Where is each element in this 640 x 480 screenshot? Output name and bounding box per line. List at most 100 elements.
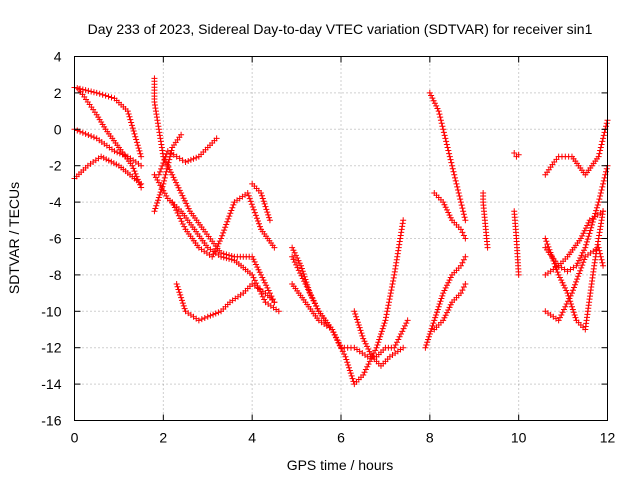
x-tick-label: 0 [71,430,79,446]
data-point [446,150,453,157]
data-point [224,218,231,225]
data-point [459,229,466,236]
data-point [88,133,95,140]
series-track-15 [351,308,407,369]
data-point [384,305,391,312]
data-point [163,168,170,175]
data-points [71,75,611,388]
data-point [362,340,369,347]
data-point [568,290,575,297]
data-point [249,271,256,278]
data-point [390,277,397,284]
data-point [132,133,139,140]
data-point [560,282,567,289]
data-point [388,284,395,291]
data-point [362,366,369,373]
data-point [597,190,604,196]
data-point [434,306,441,313]
data-point [308,292,315,299]
data-point [179,192,186,199]
data-point [571,284,578,291]
data-point [353,316,360,323]
data-point [157,168,164,175]
data-point [132,170,139,177]
data-point [379,325,386,332]
data-point [226,213,233,220]
data-point [353,313,360,320]
data-point [445,307,452,313]
data-point [364,343,371,350]
data-point [181,223,188,230]
data-point [441,314,448,321]
data-point [289,244,296,251]
y-axis-label: SDTVAR / TECUs [6,182,22,294]
data-point [429,322,436,329]
data-point [259,293,266,300]
data-point [152,174,159,181]
data-point [176,289,183,296]
data-point [252,261,259,268]
chart-title: Day 233 of 2023, Sidereal Day-to-day VTE… [88,21,593,37]
data-point [301,273,308,280]
data-point [462,281,469,287]
data-point [458,202,465,209]
data-point [271,299,278,306]
data-point [404,317,411,324]
data-point [361,369,368,376]
data-point [355,321,362,328]
data-point [428,92,435,99]
data-point [163,151,170,158]
data-point [157,189,164,196]
data-point [210,311,217,318]
data-point [442,284,449,291]
data-point [440,290,447,297]
x-tick-label: 10 [511,430,527,446]
data-point [343,356,350,363]
data-point [161,177,168,184]
y-tick-label: 4 [54,49,62,65]
data-point [177,291,184,298]
data-point [560,306,567,313]
data-point [598,256,605,263]
data-point [393,339,400,346]
data-point [580,259,587,266]
data-point [440,126,447,133]
data-point [515,271,522,278]
data-point [603,165,610,172]
data-point [166,153,173,160]
data-point [400,217,407,224]
data-point [247,198,254,205]
data-point [374,341,381,348]
series-track-8 [151,131,185,215]
data-point [590,216,597,223]
data-point [442,204,449,211]
data-point [403,320,410,327]
data-point [261,200,268,207]
data-point [213,135,220,142]
data-point [457,290,464,297]
data-point [422,344,429,351]
data-point [198,316,205,323]
data-point [128,119,135,126]
data-point [441,132,448,139]
data-point [571,311,578,318]
data-point [245,192,252,199]
data-point [260,198,267,205]
data-point [445,279,452,286]
data-point [111,148,118,155]
data-point [216,238,223,245]
data-point [215,240,222,247]
data-point [195,317,202,324]
data-point [597,253,604,260]
series-track-27 [542,162,611,275]
data-point [545,243,552,250]
series-track-16 [426,89,469,224]
data-point [556,314,563,321]
data-point [93,89,100,96]
data-point [309,295,316,302]
data-point [446,304,453,311]
data-point [574,260,581,267]
data-point [423,341,430,348]
data-point [185,205,192,212]
data-point [180,195,187,202]
